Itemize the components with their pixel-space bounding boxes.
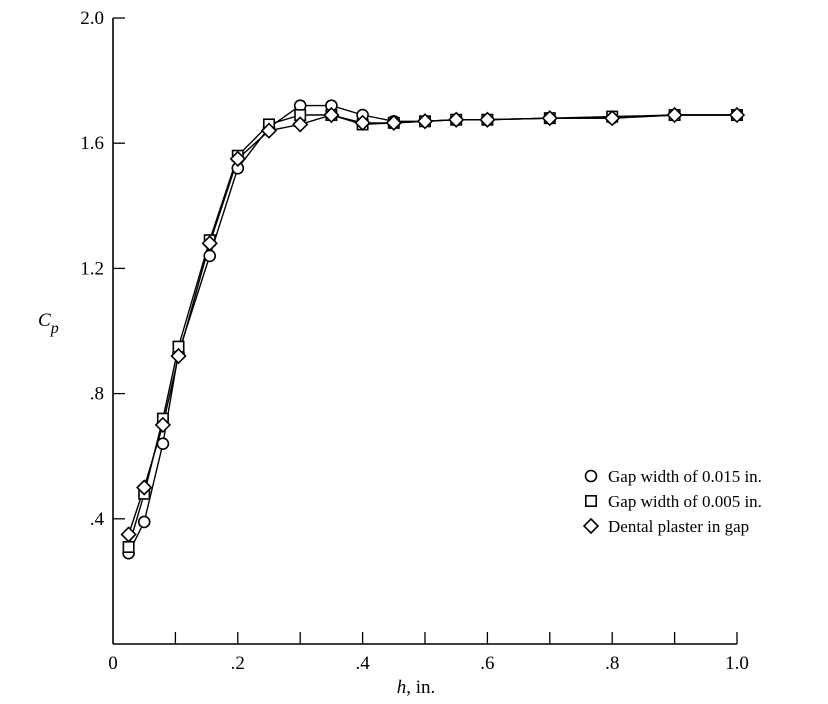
x-axis-variable: h: [397, 677, 407, 698]
data-point-diamond: [448, 111, 465, 128]
data-point-diamond: [260, 122, 278, 139]
data-point-diamond: [229, 150, 246, 167]
series-markers: [120, 99, 746, 560]
data-point-diamond: [201, 235, 218, 252]
data-point-diamond: [479, 111, 496, 128]
data-point-diamond: [416, 113, 434, 130]
series-line-circle: [127, 104, 737, 554]
x-axis-unit: , in.: [406, 677, 435, 698]
legend-label: Dental plaster in gap: [608, 517, 749, 536]
legend-square-marker: [584, 494, 597, 507]
y-tick-label: 2.0: [80, 8, 104, 29]
data-point-circle: [156, 437, 170, 450]
y-tick-label: .8: [90, 384, 104, 405]
data-point-circle: [203, 249, 217, 263]
data-point-diamond: [541, 110, 558, 127]
y-tick-label: 1.6: [80, 133, 104, 154]
y-axis-variable: C: [38, 310, 51, 331]
data-point-diamond: [728, 106, 746, 124]
x-tick-label: .8: [605, 653, 619, 674]
data-point-diamond: [136, 479, 153, 496]
data-point-diamond: [604, 110, 621, 127]
data-point-square: [122, 540, 135, 553]
series-line-diamond: [127, 114, 737, 535]
x-tick-label: 1.0: [725, 653, 749, 674]
x-tick-label: .4: [355, 653, 370, 674]
legend: Gap width of 0.015 in. Gap width of 0.005…: [582, 467, 762, 536]
x-tick-label: .6: [480, 653, 494, 674]
ticks: 0 .2 .4 .6 .8 1.0 .4 .8 1.2 1.6 2.0: [80, 8, 749, 674]
y-tick-label: .4: [90, 509, 105, 530]
data-point-diamond: [170, 347, 187, 365]
y-axis-title: Cp: [38, 310, 59, 337]
data-point-diamond: [323, 106, 340, 124]
legend-diamond-marker: [582, 517, 600, 535]
legend-label: Gap width of 0.005 in.: [608, 492, 762, 511]
data-point-diamond: [292, 116, 309, 133]
legend-circle-marker: [584, 469, 598, 483]
x-axis-title: h, in.: [397, 677, 436, 698]
data-point-diamond: [120, 526, 137, 543]
axes: [112, 18, 737, 645]
data-point-diamond: [385, 114, 402, 131]
x-tick-label: .2: [231, 653, 245, 674]
data-point-diamond: [154, 416, 172, 434]
data-point-diamond: [354, 114, 371, 131]
x-tick-label: 0: [108, 653, 118, 674]
y-axis-subscript: p: [50, 320, 59, 337]
data-point-diamond: [666, 106, 683, 124]
series-lines: [127, 104, 737, 554]
legend-label: Gap width of 0.015 in.: [608, 467, 762, 486]
y-tick-label: 1.2: [80, 258, 104, 279]
data-point-circle: [137, 515, 151, 529]
